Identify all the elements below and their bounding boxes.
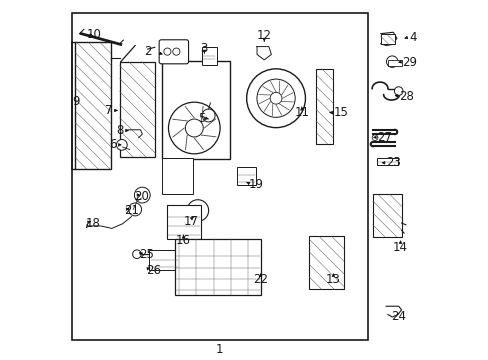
Text: 24: 24 [391,310,406,324]
Text: 25: 25 [139,248,153,261]
Circle shape [128,203,142,216]
Circle shape [163,48,171,55]
Text: 28: 28 [398,90,413,103]
Text: 27: 27 [376,131,391,144]
Bar [202,47,216,65]
Bar [162,158,192,194]
Text: 16: 16 [176,234,191,247]
Bar [376,158,397,165]
Text: 8: 8 [116,124,123,138]
Text: 4: 4 [408,31,416,44]
Bar [149,249,179,270]
Circle shape [270,93,282,104]
Text: 26: 26 [145,264,161,277]
Circle shape [371,135,377,140]
Bar [167,205,201,239]
Bar [387,59,401,66]
Bar [236,167,256,185]
Bar [75,42,111,169]
Text: 12: 12 [256,29,271,42]
FancyBboxPatch shape [159,40,188,64]
Text: 7: 7 [105,104,113,117]
Circle shape [134,187,150,203]
Text: 14: 14 [392,241,407,254]
Bar [174,239,260,296]
Bar [380,35,394,44]
Text: 10: 10 [86,28,102,41]
Text: 3: 3 [200,41,207,54]
Bar [72,13,367,339]
Bar [316,69,333,144]
Bar [120,62,155,157]
Circle shape [202,109,215,122]
Text: 15: 15 [333,106,347,119]
Circle shape [185,119,203,137]
Circle shape [256,79,295,117]
Text: 11: 11 [294,106,309,119]
Bar [372,194,401,237]
Text: 29: 29 [402,56,416,69]
Text: 22: 22 [253,273,267,286]
Text: 6: 6 [109,138,116,151]
Circle shape [116,139,127,150]
Circle shape [394,87,402,95]
Text: 13: 13 [325,273,340,286]
Text: 2: 2 [143,45,151,58]
Bar [162,60,230,159]
Text: 18: 18 [86,216,101,230]
Circle shape [132,250,141,258]
Text: 23: 23 [386,156,400,169]
Text: 9: 9 [72,95,80,108]
Text: 20: 20 [134,190,149,203]
Text: 19: 19 [248,178,263,191]
Circle shape [246,69,305,128]
Text: 17: 17 [183,215,198,228]
Circle shape [386,56,397,67]
Text: 21: 21 [123,204,139,217]
Circle shape [168,102,220,154]
Circle shape [187,200,208,221]
Bar [308,236,344,289]
Bar [187,205,195,216]
Text: 5: 5 [197,112,204,125]
Text: 1: 1 [215,343,223,356]
Circle shape [172,48,180,55]
